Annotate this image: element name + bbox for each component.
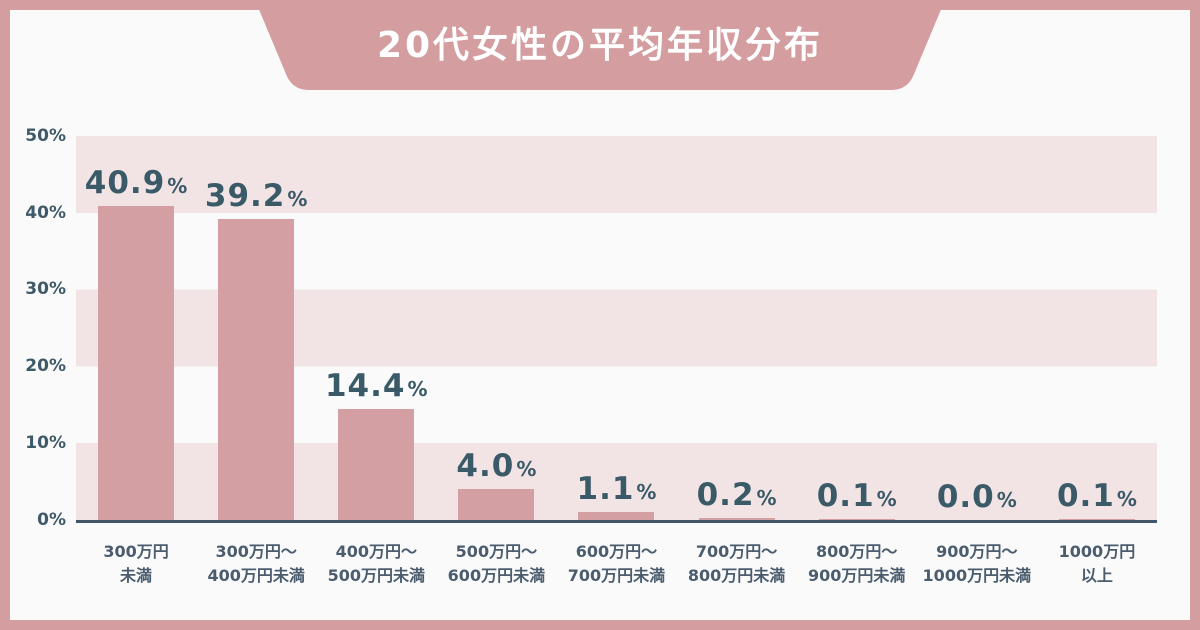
x-tick-line1: 300万円 [103,542,169,561]
plot-area: 40.9% 39.2% 14.4% 4.0% 1.1% 0.2% 0.1% 0.… [76,136,1157,523]
x-axis: 300万円未満 300万円〜 400万円未満 400万円〜 500万円未満 500万… [76,540,1157,588]
x-tick-line2: 以上 [1080,566,1113,585]
x-tick-label: 600万円〜 700万円未満 [556,540,676,588]
bar-value-label: 4.0% [456,451,536,482]
value-number: 0.1 [1056,478,1115,515]
x-tick-line2: 700万円未満 [567,566,666,585]
percent-sign: % [1116,487,1137,512]
value-number: 14.4 [324,368,406,405]
x-tick-line1: 400万円〜 [335,542,417,561]
bar-value-label: 0.0% [937,482,1017,513]
percent-sign: % [996,488,1017,512]
bar [338,409,415,520]
bar [818,519,895,520]
percent-sign: % [636,479,657,504]
bar [98,205,175,520]
x-tick-line1: 1000万円 [1058,542,1136,561]
x-tick-label: 300万円〜 400万円未満 [196,540,316,588]
value-number: 0.2 [696,477,755,514]
bar [1058,519,1135,520]
y-tick-label: 10% [25,433,66,453]
bar-value-label: 0.2% [697,480,777,511]
value-number: 4.0 [456,448,515,485]
x-tick-line2: 900万円未満 [808,566,906,585]
bar-group-9: 0.1% [1037,136,1157,520]
bar-group-5: 1.1% [556,136,676,520]
bar-group-3: 14.4% [316,136,436,520]
bar-group-2: 39.2% [196,136,316,520]
bar-group-1: 40.9% [76,136,196,520]
x-tick-label: 900万円〜 1000万円未満 [917,540,1037,588]
bar-value-label: 1.1% [576,470,657,507]
x-tick-label: 1000万円 以上 [1037,540,1157,588]
y-tick-label: 0% [37,510,66,530]
title-banner [255,0,945,90]
bar-group-8: 0.0% [917,136,1037,520]
bar-value-label: 40.9% [84,164,188,201]
percent-sign: % [876,487,897,512]
x-tick-line1: 500万円〜 [455,542,538,561]
percent-sign: % [287,186,308,211]
bar-group-7: 0.1% [797,136,917,520]
percent-sign: % [167,173,188,198]
x-tick-label: 400万円〜 500万円未満 [316,540,436,588]
bar [218,218,295,520]
page-title: 20代女性の平均年収分布 [376,25,824,66]
x-tick-line2: 未満 [120,566,153,585]
x-tick-line1: 600万円〜 [575,542,658,561]
bar-value-label: 14.4% [325,371,428,402]
x-tick-label: 700万円〜 800万円未満 [677,540,797,588]
x-tick-line1: 700万円〜 [695,542,778,561]
x-tick-line1: 800万円〜 [816,542,898,561]
value-number: 0.1 [816,478,875,515]
x-tick-line2: 1000万円未満 [922,566,1032,585]
x-tick-line2: 500万円未満 [327,566,425,585]
x-tick-line2: 600万円未満 [447,566,546,585]
bar-value-label: 0.1% [817,481,897,512]
x-tick-line2: 400万円未満 [207,566,305,585]
y-tick-label: 50% [25,126,66,146]
x-tick-line2: 800万円未満 [687,566,786,585]
percent-sign: % [407,377,428,402]
bar-value-label: 39.2% [204,177,308,214]
value-number: 1.1 [576,470,635,507]
percent-sign: % [516,457,537,482]
y-tick-label: 30% [25,279,66,299]
bar [698,518,775,520]
bar-group-4: 4.0% [436,136,556,520]
banner-trapezoid-shape [255,0,945,90]
x-tick-label: 800万円〜 900万円未満 [797,540,917,588]
y-tick-label: 20% [25,356,66,376]
bar-group-6: 0.2% [677,136,797,520]
x-tick-label: 300万円未満 [76,540,196,588]
bar [458,489,535,520]
value-number: 40.9 [84,164,166,201]
x-tick-label: 500万円〜 600万円未満 [436,540,556,588]
x-tick-line1: 300万円〜 [215,542,297,561]
value-number: 39.2 [204,177,286,214]
bar [578,511,655,520]
bar-value-label: 0.1% [1057,481,1137,512]
percent-sign: % [756,486,777,511]
value-number: 0.0 [936,479,995,515]
y-tick-label: 40% [25,203,66,223]
x-tick-line1: 900万円〜 [936,542,1018,561]
